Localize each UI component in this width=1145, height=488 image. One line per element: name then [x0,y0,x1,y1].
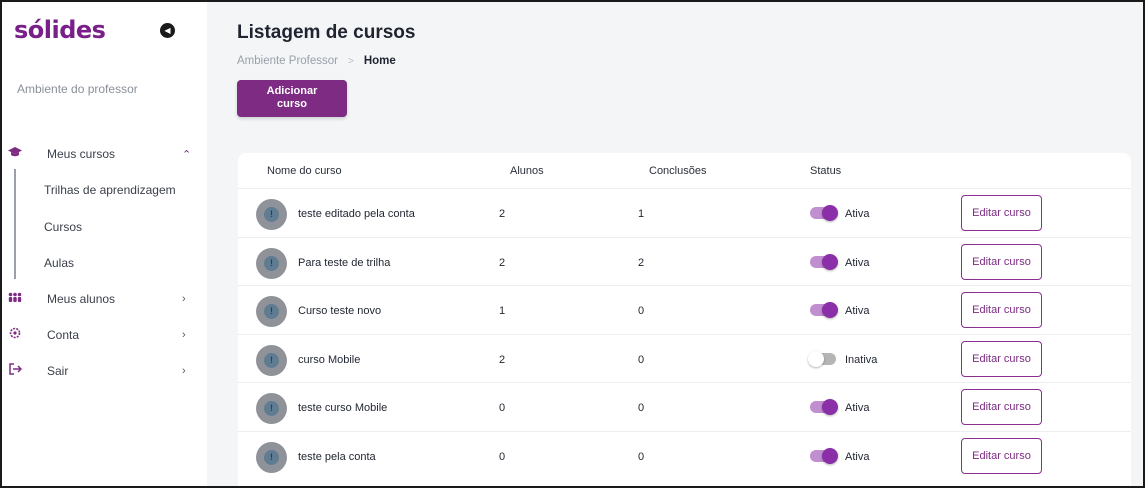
sidebar-item-label: Conta [47,328,80,342]
course-name: curso Mobile [298,353,361,366]
environment-label: Ambiente do professor [17,82,138,96]
info-icon: ! [264,207,279,222]
course-conclusoes: 0 [638,402,645,415]
toggle-knob [822,205,838,221]
sidebar-subitem-cursos[interactable]: Cursos [44,220,83,234]
course-thumbnail: ! [256,296,287,328]
table-row: ! teste curso Mobile 0 0 Ativa Editar cu… [238,382,1131,431]
edit-course-button[interactable]: Editar curso [961,195,1042,231]
course-conclusoes: 0 [638,451,645,463]
gear-icon [8,327,22,343]
submenu-line [14,169,16,279]
status-label: Ativa [845,402,870,415]
sidebar: sólides ◀ Ambiente do professor Meus cur… [2,2,207,486]
status-toggle[interactable] [810,253,838,270]
course-thumbnail: ! [256,442,287,473]
info-icon: ! [264,304,279,320]
info-icon: ! [264,401,279,417]
sidebar-item-conta[interactable]: Conta › [2,323,207,347]
course-thumbnail: ! [256,247,287,279]
sidebar-item-sair[interactable]: Sair › [2,359,207,383]
sidebar-item-label: Sair [47,364,69,378]
info-icon: ! [264,352,279,368]
course-alunos: 1 [499,305,506,318]
course-conclusoes: 2 [638,256,645,269]
breadcrumb-separator-icon: > [348,55,354,67]
course-thumbnail: ! [256,393,287,425]
sidebar-subitem-aulas[interactable]: Aulas [44,256,75,270]
course-alunos: 0 [499,402,506,415]
collapse-sidebar-icon[interactable]: ◀ [160,23,175,38]
table-row: ! teste editado pela conta 2 1 Ativa Edi… [238,188,1131,237]
course-name: Curso teste novo [298,305,382,318]
course-name: teste curso Mobile [298,402,388,415]
toggle-knob [808,350,824,367]
edit-course-button[interactable]: Editar curso [961,340,1042,377]
courses-table: Nome do curso Alunos Conclusões Status !… [238,153,1131,486]
course-alunos: 2 [499,353,506,366]
course-conclusoes: 0 [638,305,645,318]
table-row: ! teste pela conta 0 0 Ativa Editar curs… [238,431,1131,480]
table-row: ! curso Mobile 2 0 Inativa Editar curso [238,333,1131,383]
add-course-button[interactable]: Adicionar curso [237,80,347,117]
course-alunos: 2 [499,256,506,269]
sidebar-item-meus-alunos[interactable]: Meus alunos › [2,287,207,311]
status-toggle[interactable] [810,448,838,464]
edit-course-button[interactable]: Editar curso [961,243,1042,280]
course-name: Para teste de trilha [298,256,391,269]
edit-course-button[interactable]: Editar curso [961,292,1042,329]
chevron-up-icon: ⌃ [182,148,192,161]
breadcrumb-current: Home [363,55,396,67]
toggle-knob [822,448,838,464]
chevron-right-icon: › [182,329,186,341]
breadcrumb: Ambiente Professor > Home [237,55,396,67]
breadcrumb-parent[interactable]: Ambiente Professor [237,55,338,67]
status-toggle[interactable] [810,302,838,319]
column-header-alunos: Alunos [510,165,544,177]
add-course-label-line1: Adicionar [266,85,318,97]
course-name: teste editado pela conta [298,208,415,220]
column-header-status: Status [810,165,842,177]
sidebar-subitem-trilhas[interactable]: Trilhas de aprendizagem [44,183,176,197]
info-icon: ! [264,255,279,271]
sidebar-item-label: Meus alunos [47,292,116,306]
chevron-right-icon: › [182,365,186,377]
course-conclusoes: 1 [638,208,645,220]
edit-course-button[interactable]: Editar curso [961,389,1042,426]
course-thumbnail: ! [256,344,287,376]
logout-icon [8,363,22,379]
table-row: ! Curso teste novo 1 0 Ativa Editar curs… [238,285,1131,334]
page-title: Listagem de cursos [237,22,416,43]
course-conclusoes: 0 [638,353,645,366]
course-alunos: 0 [499,451,506,463]
add-course-label-line2: curso [277,98,307,110]
info-icon: ! [264,450,279,465]
course-name: teste pela conta [298,451,376,463]
status-label: Inativa [845,353,878,366]
status-toggle[interactable] [810,399,838,416]
status-toggle[interactable] [808,350,836,367]
column-header-name: Nome do curso [267,165,342,177]
toggle-knob [822,399,838,416]
status-label: Ativa [845,451,870,463]
column-header-conclusoes: Conclusões [649,165,707,177]
status-label: Ativa [845,256,870,269]
edit-course-button[interactable]: Editar curso [961,438,1042,474]
people-icon [8,292,22,306]
chevron-right-icon: › [182,293,186,305]
course-alunos: 2 [499,208,506,220]
graduation-cap-icon [8,146,22,162]
status-label: Ativa [845,208,870,220]
toggle-knob [822,253,838,270]
solides-logo[interactable]: sólides [14,16,106,44]
status-toggle[interactable] [810,205,838,221]
sidebar-item-meus-cursos[interactable]: Meus cursos ⌃ [2,142,207,166]
toggle-knob [822,302,838,319]
sidebar-item-label: Meus cursos [47,147,116,161]
course-thumbnail: ! [256,199,287,230]
table-row: ! Para teste de trilha 2 2 Ativa Editar … [238,236,1131,286]
status-label: Ativa [845,305,870,318]
